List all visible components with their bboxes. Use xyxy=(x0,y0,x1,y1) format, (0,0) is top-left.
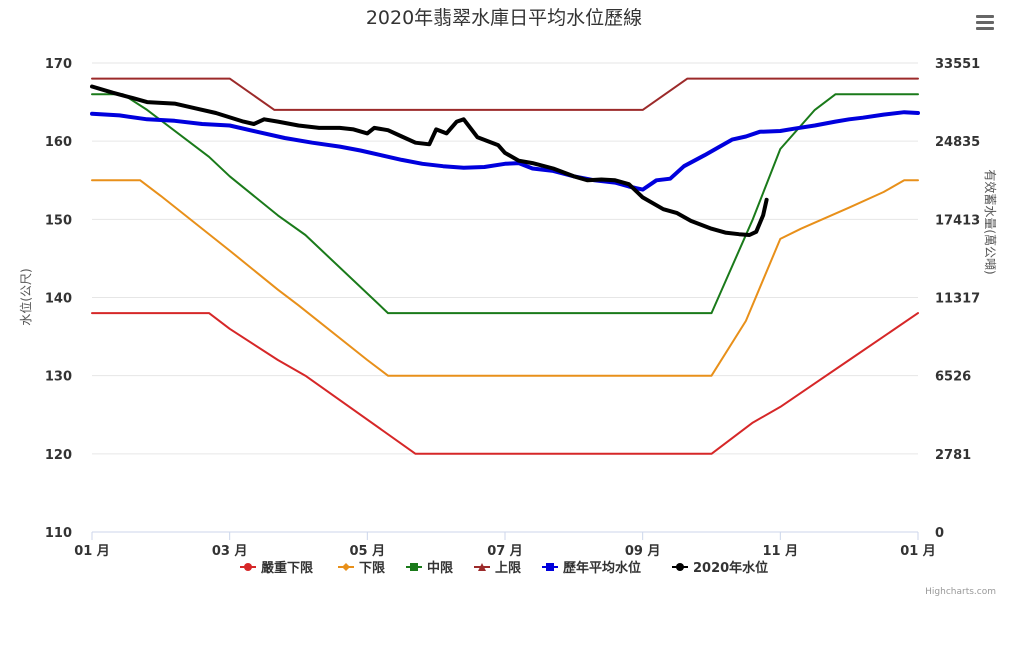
y-right-tick-label: 0 xyxy=(935,526,944,541)
y-tick-label: 140 xyxy=(45,292,72,307)
legend-label: 2020年水位 xyxy=(693,560,768,576)
y-right-tick-label: 33551 xyxy=(935,57,980,72)
x-tick-label: 01 月 xyxy=(74,544,110,559)
credits-link[interactable]: Highcharts.com xyxy=(925,587,996,597)
series-line-0 xyxy=(91,312,919,455)
legend-label: 上限 xyxy=(495,561,522,576)
y-tick-label: 130 xyxy=(45,370,72,385)
legend-item-2[interactable]: 中限 xyxy=(406,560,454,576)
legend-label: 中限 xyxy=(427,560,454,576)
axes: 110 0 120 2781 130 6526 140 11317 150 17413 160 248… xyxy=(45,57,980,559)
legend-label: 下限 xyxy=(359,561,386,576)
y-axis-label-left: 水位(公尺) xyxy=(18,268,33,325)
chart-menu-button[interactable] xyxy=(972,12,998,34)
legend-item-1[interactable]: 下限 xyxy=(338,561,386,576)
y-right-tick-label: 2781 xyxy=(935,448,971,463)
x-tick-label: 01 月 xyxy=(900,544,936,559)
legend-item-3[interactable]: 上限 xyxy=(474,561,522,576)
y-tick-label: 120 xyxy=(45,448,72,463)
y-right-tick-label: 24835 xyxy=(935,135,980,150)
legend-label: 嚴重下限 xyxy=(261,560,314,576)
legend-square-marker-icon xyxy=(546,563,554,571)
y-right-tick-label: 6526 xyxy=(935,370,971,385)
legend-circle-marker-icon xyxy=(676,563,684,571)
y-tick-label: 110 xyxy=(45,526,72,541)
legend-circle-marker-icon xyxy=(244,563,252,571)
series-line-2 xyxy=(91,93,919,315)
legend-item-5[interactable]: 2020年水位 xyxy=(672,560,768,576)
legend-triangle-marker-icon xyxy=(478,563,486,571)
y-tick-label: 150 xyxy=(45,213,72,228)
chart-title: 2020年翡翠水庫日平均水位歷線 xyxy=(366,7,642,29)
y-right-tick-label: 17413 xyxy=(935,213,980,228)
legend-square-marker-icon xyxy=(410,563,418,571)
y-tick-label: 170 xyxy=(45,57,72,72)
legend-diamond-marker-icon xyxy=(342,563,350,571)
legend[interactable]: 嚴重下限 下限 中限 上限 歷年平均水位 2020年水位 xyxy=(240,560,768,576)
legend-item-4[interactable]: 歷年平均水位 xyxy=(542,560,641,576)
x-tick-label: 05 月 xyxy=(350,544,386,559)
series-line-1 xyxy=(91,179,919,377)
y-axis-label-right: 有效蓄水量(萬公噸) xyxy=(983,169,998,274)
y-right-tick-label: 11317 xyxy=(935,292,980,307)
legend-item-0[interactable]: 嚴重下限 xyxy=(240,560,314,576)
series-lines xyxy=(90,77,920,455)
series-line-5 xyxy=(90,84,769,237)
x-tick-label: 09 月 xyxy=(625,544,661,559)
series-line-3 xyxy=(91,77,919,111)
hamburger-menu-icon xyxy=(976,15,994,18)
legend-label: 歷年平均水位 xyxy=(563,560,641,576)
x-tick-label: 07 月 xyxy=(487,544,523,559)
x-tick-label: 11 月 xyxy=(763,544,799,559)
y-tick-label: 160 xyxy=(45,135,72,150)
x-tick-label: 03 月 xyxy=(212,544,248,559)
